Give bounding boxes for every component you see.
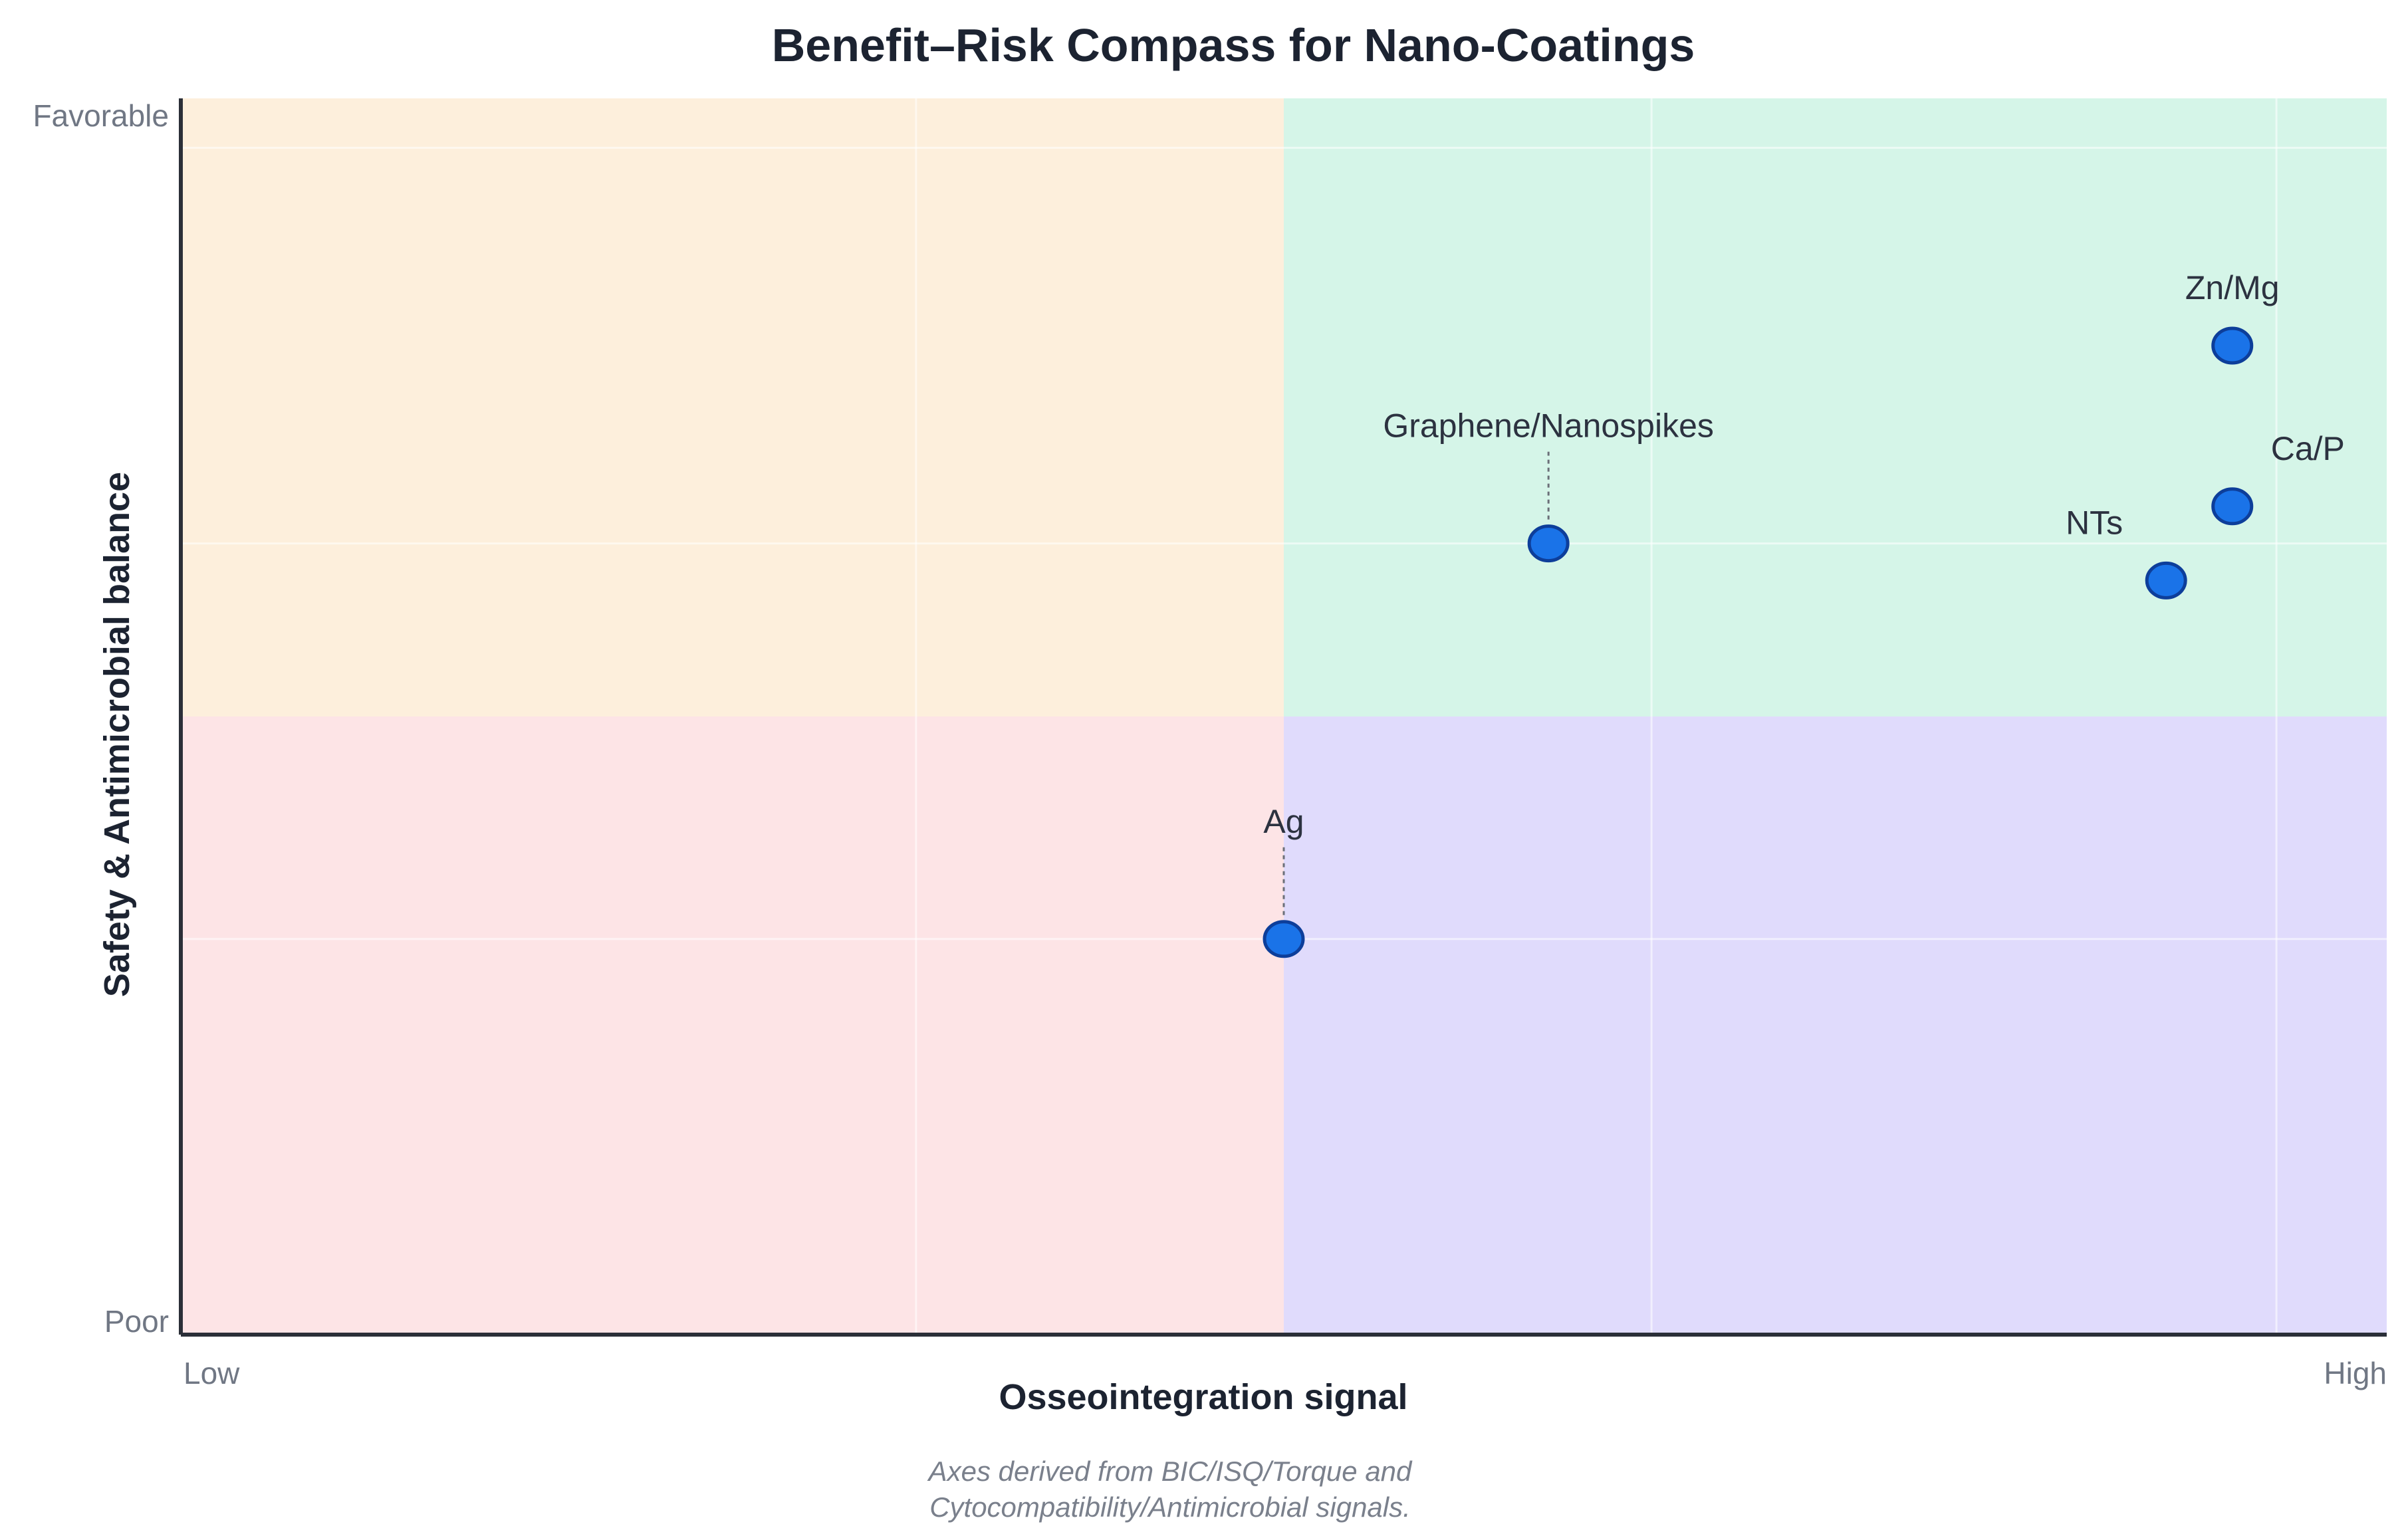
caption-line-1: Axes derived from BIC/ISQ/Torque and [927,1456,1413,1487]
y-tick-label-poor: Poor [104,1304,169,1339]
x-tick-label-high: High [2324,1356,2387,1390]
point-ag [1263,920,1305,958]
point-label-graphene-nanospikes: Graphene/Nanospikes [1383,407,1714,445]
quadrant-bottom-left [181,716,1284,1335]
chart-title: Benefit–Risk Compass for Nano-Coatings [772,19,1695,71]
x-tick-label-low: Low [183,1356,240,1390]
point-zn-mg [2211,326,2254,365]
point-label-nts: NTs [2066,504,2123,541]
y-axis-title: Safety & Antimicrobial balance [97,472,137,997]
point-label-ag: Ag [1263,803,1304,840]
data-points: Zn/Mg Ca/P NTs Graphene/Nanospikes Ag [1263,269,2345,958]
plot-area: Zn/Mg Ca/P NTs Graphene/Nanospikes Ag [179,98,2387,1337]
point-label-zn-mg: Zn/Mg [2185,269,2280,306]
quadrant-top-left [181,98,1284,716]
point-ca-p [2211,487,2254,526]
point-nts [2145,561,2187,600]
quadrant-top-right [1284,98,2387,716]
x-axis-title: Osseointegration signal [999,1377,1407,1417]
y-tick-label-favorable: Favorable [33,98,169,133]
point-label-ca-p: Ca/P [2271,430,2345,467]
point-graphene-nanospikes [1527,524,1570,563]
quadrant-bottom-right [1284,716,2387,1335]
caption-line-2: Cytocompatibility/Antimicrobial signals. [929,1491,1411,1523]
